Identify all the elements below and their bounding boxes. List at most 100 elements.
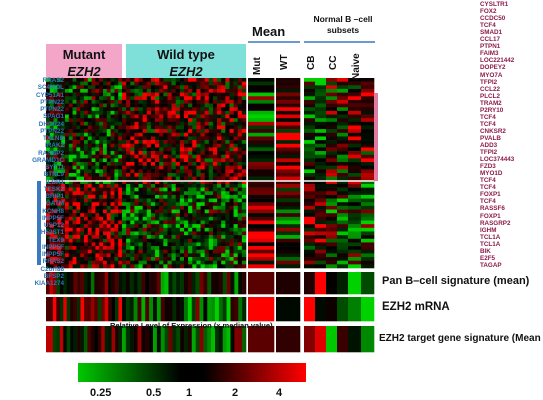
- heatmap-cell: [87, 169, 92, 174]
- heatmap-cell: [103, 198, 108, 203]
- heatmap-cell: [337, 187, 349, 192]
- heatmap-cell: [337, 224, 349, 229]
- heatmap-cell: [241, 213, 247, 218]
- heatmap-cell: [142, 81, 148, 86]
- heatmap-cell: [134, 231, 139, 236]
- heatmap-cell: [184, 118, 189, 123]
- heatmap-cell: [134, 260, 139, 265]
- heatmap-cell: [233, 132, 239, 137]
- heatmap-cell: [49, 121, 54, 126]
- heatmap-cell: [192, 88, 197, 93]
- heatmap-cell: [95, 151, 100, 156]
- heatmap-cell: [199, 272, 204, 295]
- heatmap-cell: [122, 272, 127, 295]
- heatmap-cell: [142, 238, 148, 243]
- heatmap-cell: [130, 242, 135, 247]
- heatmap-cell: [221, 78, 226, 82]
- heatmap-cell: [103, 187, 108, 192]
- heatmap-cell: [163, 85, 168, 90]
- heatmap-cell: [348, 257, 362, 261]
- heatmap-cell: [142, 198, 148, 203]
- heatmap-cell: [150, 165, 156, 170]
- heatmap-cell: [315, 202, 327, 207]
- heatmap-cell: [65, 242, 70, 247]
- heatmap-cell: [184, 180, 189, 185]
- heatmap-cell: [171, 169, 177, 174]
- heatmap-cell: [315, 147, 327, 152]
- heatmap-cell: [237, 183, 243, 188]
- heatmap-cell: [101, 326, 106, 353]
- heatmap-cell: [179, 140, 185, 145]
- heatmap-cell: [91, 231, 96, 236]
- heatmap-cell: [99, 118, 104, 123]
- legend-tick-3: 2: [232, 387, 239, 399]
- heatmap-cell: [217, 136, 222, 141]
- heatmap-cell: [65, 99, 70, 104]
- right-gene-label: FOXP1: [480, 191, 501, 199]
- heatmap-cell: [361, 238, 375, 243]
- heatmap-cell: [192, 162, 197, 166]
- heatmap-cell: [114, 180, 119, 185]
- heatmap-cell: [229, 242, 234, 247]
- heatmap-cell: [337, 235, 349, 240]
- heatmap-cell: [99, 110, 104, 115]
- heatmap-cell: [76, 180, 81, 185]
- heatmap-cell: [84, 224, 89, 229]
- heatmap-cell: [175, 125, 181, 130]
- heatmap-cell: [87, 165, 92, 170]
- heatmap-cell: [200, 88, 205, 93]
- heatmap-cell: [208, 154, 214, 159]
- heatmap-cell: [188, 180, 193, 185]
- heatmap-cell: [361, 224, 375, 229]
- heatmap-cell: [221, 121, 226, 126]
- heatmap-cell: [68, 129, 73, 134]
- heatmap-cell: [84, 129, 89, 134]
- heatmap-cell: [53, 194, 58, 199]
- heatmap-cell: [137, 272, 142, 295]
- heatmap-cell: [134, 180, 139, 185]
- heatmap-cell: [118, 213, 123, 218]
- heatmap-cell: [49, 81, 54, 86]
- heatmap-cell: [237, 194, 243, 199]
- heatmap-cell: [134, 125, 139, 130]
- heatmap-cell: [106, 88, 111, 93]
- heatmap-cell: [163, 151, 168, 156]
- heatmap-cell: [337, 136, 349, 141]
- heatmap-cell: [196, 118, 201, 123]
- heatmap-cell: [229, 235, 234, 240]
- heatmap-cell: [59, 326, 64, 353]
- heatmap-cell: [46, 205, 51, 210]
- heatmap-cell: [72, 154, 77, 159]
- heatmap-cell: [237, 260, 243, 265]
- heatmap-cell: [87, 246, 92, 251]
- heatmap-cell: [142, 92, 148, 97]
- heatmap-cell: [80, 242, 85, 247]
- heatmap-cell: [212, 154, 218, 159]
- heatmap-cell: [237, 158, 243, 163]
- heatmap-cell: [130, 173, 135, 177]
- heatmap-cell: [142, 118, 148, 123]
- heatmap-cell: [122, 125, 127, 130]
- heatmap-cell: [337, 205, 349, 210]
- heatmap-cell: [315, 169, 327, 174]
- heatmap-cell: [225, 205, 230, 210]
- heatmap-cell: [304, 202, 316, 207]
- heatmap-cell: [163, 198, 168, 203]
- heatmap-cell: [159, 246, 164, 251]
- heatmap-cell: [192, 224, 197, 229]
- heatmap-cell: [53, 92, 58, 97]
- heatmap-cell: [95, 213, 100, 218]
- heatmap-cell: [184, 242, 189, 247]
- heatmap-cell: [110, 88, 115, 93]
- heatmap-cell: [80, 121, 85, 126]
- heatmap-cell: [65, 151, 70, 156]
- heatmap-cell: [126, 118, 131, 123]
- heatmap-cell: [159, 96, 164, 101]
- heatmap-cell: [106, 140, 111, 145]
- heatmap-cell: [52, 297, 57, 322]
- heatmap-cell: [80, 216, 85, 221]
- heatmap-cell: [46, 107, 51, 112]
- heatmap-cell: [110, 264, 115, 269]
- heatmap-cell: [103, 227, 108, 232]
- heatmap-cell: [179, 173, 185, 177]
